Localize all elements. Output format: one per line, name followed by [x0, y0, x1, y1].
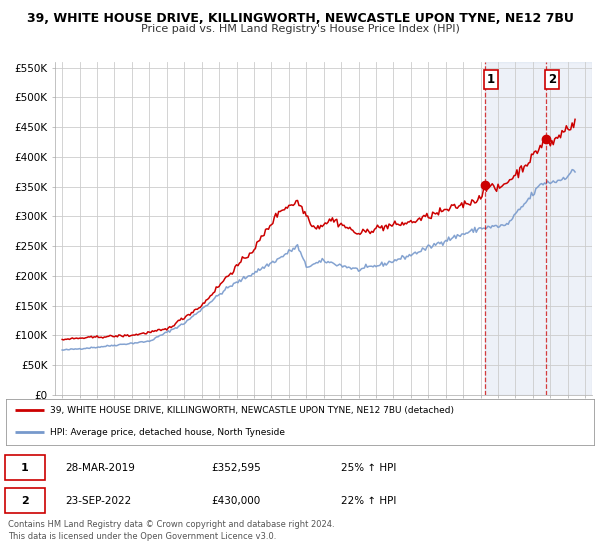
Text: HPI: Average price, detached house, North Tyneside: HPI: Average price, detached house, Nort… [50, 428, 285, 437]
FancyBboxPatch shape [5, 488, 45, 513]
Text: 2: 2 [21, 496, 29, 506]
Text: 28-MAR-2019: 28-MAR-2019 [65, 463, 134, 473]
Text: 1: 1 [21, 463, 29, 473]
Text: 23-SEP-2022: 23-SEP-2022 [65, 496, 131, 506]
Text: This data is licensed under the Open Government Licence v3.0.: This data is licensed under the Open Gov… [8, 532, 276, 541]
Text: £352,595: £352,595 [212, 463, 262, 473]
Text: £430,000: £430,000 [212, 496, 261, 506]
Text: 25% ↑ HPI: 25% ↑ HPI [341, 463, 397, 473]
Text: 1: 1 [487, 73, 495, 86]
Text: 39, WHITE HOUSE DRIVE, KILLINGWORTH, NEWCASTLE UPON TYNE, NE12 7BU: 39, WHITE HOUSE DRIVE, KILLINGWORTH, NEW… [26, 12, 574, 25]
Text: 39, WHITE HOUSE DRIVE, KILLINGWORTH, NEWCASTLE UPON TYNE, NE12 7BU (detached): 39, WHITE HOUSE DRIVE, KILLINGWORTH, NEW… [50, 406, 454, 415]
FancyBboxPatch shape [5, 455, 45, 480]
Text: Price paid vs. HM Land Registry's House Price Index (HPI): Price paid vs. HM Land Registry's House … [140, 24, 460, 34]
Bar [485, 62, 592, 395]
Text: Contains HM Land Registry data © Crown copyright and database right 2024.: Contains HM Land Registry data © Crown c… [8, 520, 334, 529]
Text: 2: 2 [548, 73, 556, 86]
Text: 22% ↑ HPI: 22% ↑ HPI [341, 496, 397, 506]
